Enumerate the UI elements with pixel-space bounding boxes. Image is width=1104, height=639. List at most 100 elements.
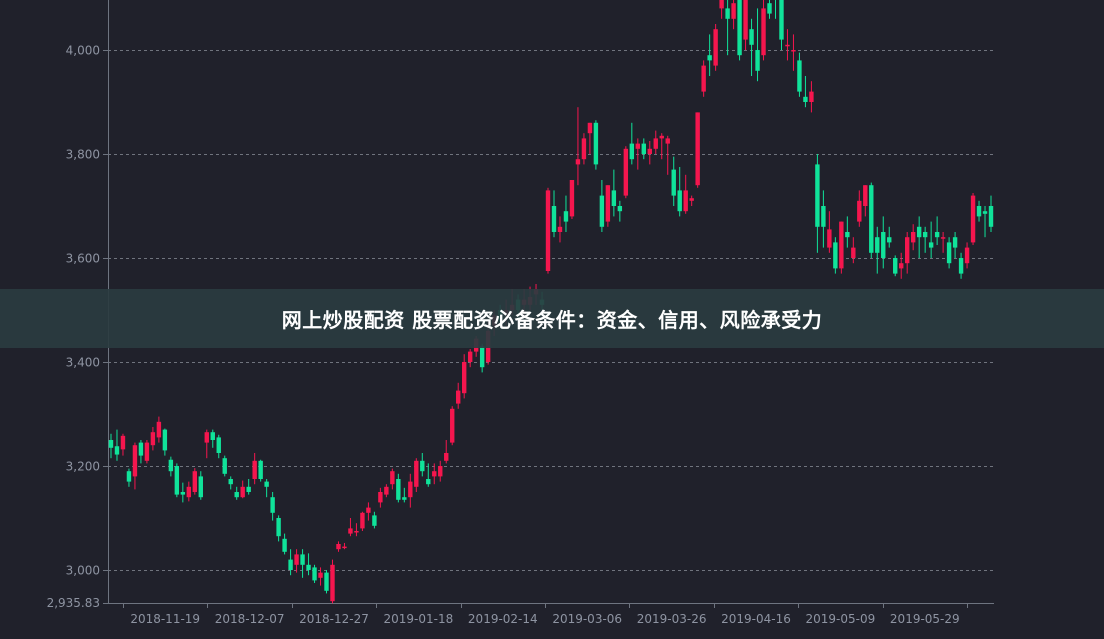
candle-body <box>767 3 772 14</box>
y-tick-label: 3,800 <box>66 148 100 162</box>
candle <box>348 518 353 537</box>
candle-body <box>342 546 347 549</box>
x-tick-label: 2019-05-09 <box>806 612 876 626</box>
candle <box>928 221 934 258</box>
candle <box>851 237 856 264</box>
candle-body <box>240 486 245 498</box>
candle <box>881 216 886 269</box>
candle <box>779 0 784 50</box>
candle-body <box>899 263 904 269</box>
candle <box>653 130 658 154</box>
candle-body <box>785 44 790 47</box>
y-tick-label: 3,000 <box>66 564 100 578</box>
candle-body <box>228 479 233 485</box>
candle <box>120 433 126 456</box>
candle-body <box>438 466 443 477</box>
candle <box>138 440 144 464</box>
candle <box>132 442 138 490</box>
candle-body <box>904 237 910 264</box>
candle-body <box>683 190 688 212</box>
candle-body <box>306 564 311 570</box>
candle-body <box>791 50 796 52</box>
candle <box>581 133 587 165</box>
candle <box>809 81 814 113</box>
candle-body <box>857 200 862 222</box>
x-tick-label: 2019-02-14 <box>468 612 538 626</box>
candle <box>444 440 449 464</box>
x-tick-label: 2018-12-27 <box>299 612 369 626</box>
candle-body <box>372 515 377 526</box>
candle <box>288 549 293 576</box>
candle-body <box>396 479 401 500</box>
candle-body <box>180 492 186 495</box>
candle <box>461 354 467 399</box>
candle-body <box>420 460 425 472</box>
candle-body <box>348 528 353 534</box>
candle <box>641 138 646 160</box>
candle-body <box>575 159 581 165</box>
candle-body <box>276 518 281 537</box>
candle <box>916 216 922 258</box>
candle <box>545 187 551 274</box>
candle <box>252 453 257 485</box>
candle-body <box>928 242 934 248</box>
candle-body <box>851 247 856 258</box>
candle <box>701 60 706 97</box>
candle-body <box>390 471 395 485</box>
candle <box>940 232 946 253</box>
candle <box>390 468 395 490</box>
candle-body <box>887 237 892 243</box>
candle <box>815 154 820 253</box>
x-tick-label: 2018-11-19 <box>130 612 200 626</box>
candle <box>725 0 730 56</box>
candle-body <box>719 0 724 9</box>
candle <box>821 190 826 248</box>
candle <box>551 190 557 238</box>
candle-body <box>432 471 437 477</box>
candle <box>761 0 766 61</box>
candle <box>426 463 431 487</box>
candle <box>887 226 892 248</box>
candle <box>659 133 664 160</box>
candle <box>869 182 874 258</box>
candle <box>108 433 114 459</box>
candle <box>934 216 940 245</box>
candle <box>743 0 748 50</box>
x-tick-label: 2019-04-16 <box>721 612 791 626</box>
candle-body <box>563 211 569 222</box>
x-tick-label: 2018-12-07 <box>215 612 285 626</box>
x-tick-label: 2019-05-29 <box>890 612 960 626</box>
candle <box>569 180 575 219</box>
candle-body <box>270 497 275 513</box>
candle <box>988 195 994 232</box>
candle-body <box>821 206 826 227</box>
candle-body <box>366 507 371 513</box>
candle-body <box>629 143 635 160</box>
candle-body <box>126 471 132 482</box>
candle-body <box>599 195 605 227</box>
candle <box>774 0 776 19</box>
candle <box>785 29 790 61</box>
candle-body <box>144 442 150 461</box>
candle <box>216 434 221 459</box>
candle <box>258 459 263 482</box>
candle-body <box>641 143 646 154</box>
candle <box>875 226 880 274</box>
candle <box>731 0 736 30</box>
candle <box>683 174 688 214</box>
candle <box>946 237 952 269</box>
x-tick-label: 2019-01-18 <box>384 612 454 626</box>
candle-body <box>162 429 168 451</box>
candle-body <box>354 531 359 533</box>
candle-body <box>456 390 461 404</box>
candle <box>964 242 970 269</box>
candle <box>970 193 976 245</box>
candle <box>737 0 742 61</box>
candle-body <box>647 148 652 154</box>
candle-body <box>893 258 898 274</box>
candle <box>330 559 335 604</box>
candle-body <box>252 460 257 479</box>
candle-body <box>916 226 922 238</box>
candle-body <box>450 408 455 443</box>
candle-body <box>779 0 784 40</box>
